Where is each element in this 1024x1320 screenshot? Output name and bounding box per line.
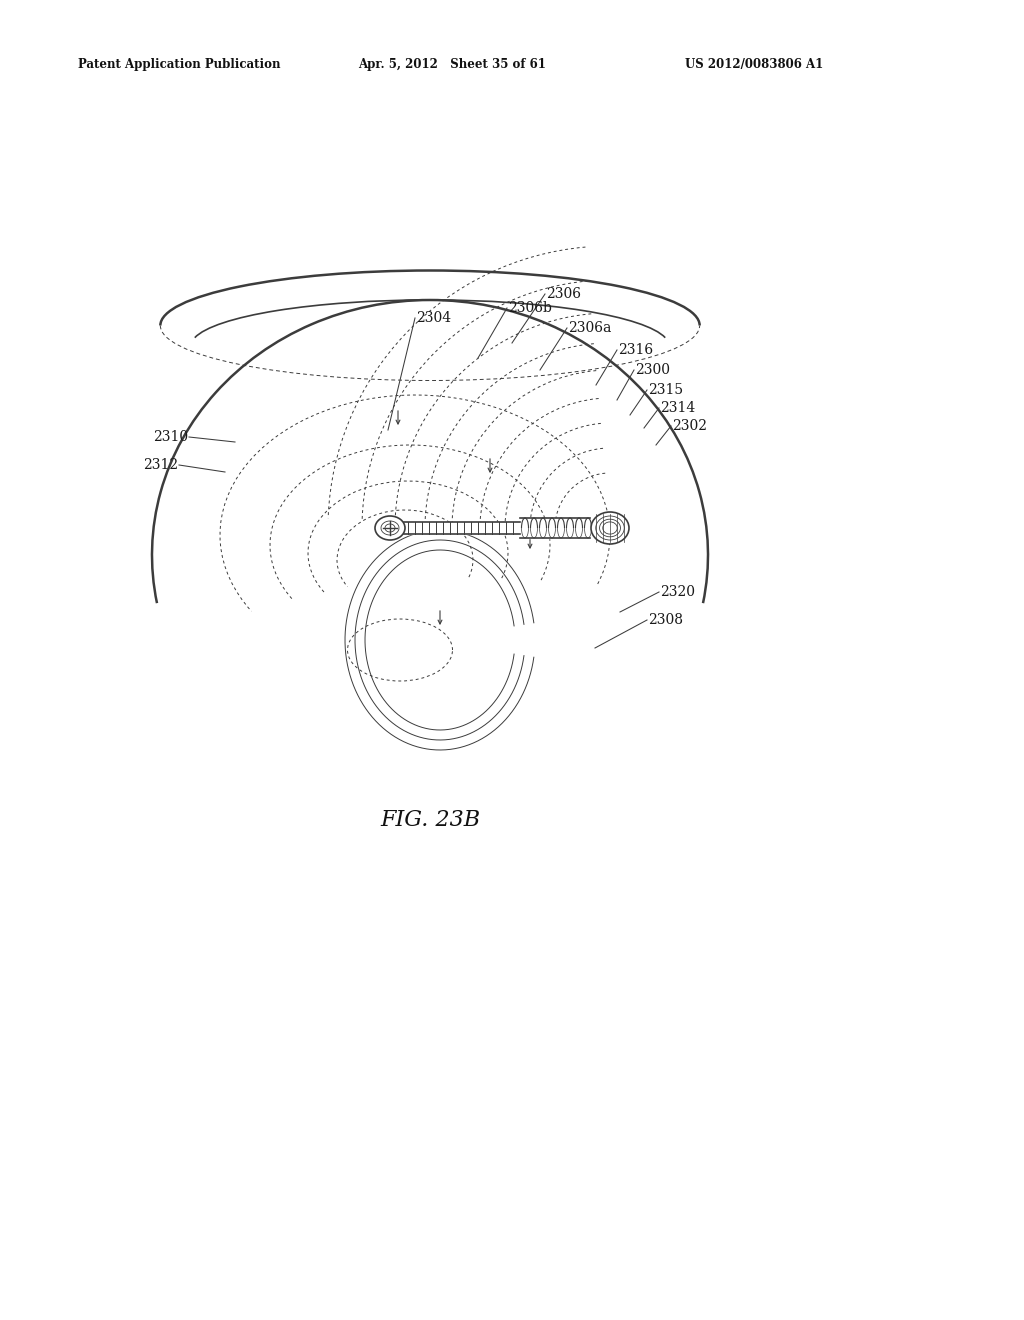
Ellipse shape xyxy=(375,516,406,540)
Text: 2316: 2316 xyxy=(618,343,653,356)
Text: 2306a: 2306a xyxy=(568,321,611,335)
Text: 2310: 2310 xyxy=(153,430,188,444)
Text: 2306b: 2306b xyxy=(508,301,552,315)
Text: 2302: 2302 xyxy=(672,418,707,433)
Text: 2308: 2308 xyxy=(648,612,683,627)
Text: 2314: 2314 xyxy=(660,401,695,414)
Text: Apr. 5, 2012   Sheet 35 of 61: Apr. 5, 2012 Sheet 35 of 61 xyxy=(358,58,546,71)
Text: 2320: 2320 xyxy=(660,585,695,599)
Text: 2312: 2312 xyxy=(143,458,178,473)
Text: US 2012/0083806 A1: US 2012/0083806 A1 xyxy=(685,58,823,71)
Text: 2315: 2315 xyxy=(648,383,683,397)
Text: FIG. 23B: FIG. 23B xyxy=(380,809,480,832)
Text: 2304: 2304 xyxy=(416,312,452,325)
Text: 2300: 2300 xyxy=(635,363,670,378)
Text: Patent Application Publication: Patent Application Publication xyxy=(78,58,281,71)
Text: 2306: 2306 xyxy=(546,286,581,301)
Ellipse shape xyxy=(591,512,629,544)
